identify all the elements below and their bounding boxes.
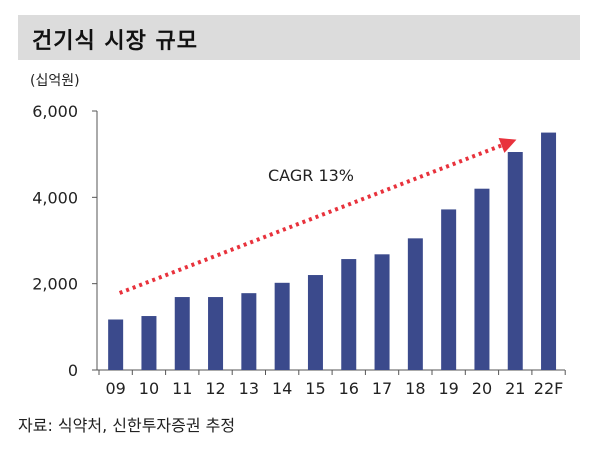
x-tick-label: 11 [172,379,192,398]
bar [208,297,224,370]
bar [274,282,290,370]
chart-title: 건기식 시장 규모 [32,29,198,54]
x-tick-label: 15 [305,379,325,398]
x-tick-label: 17 [372,379,392,398]
bar [407,238,423,370]
x-tick-label: 09 [105,379,125,398]
bar [174,297,190,370]
cagr-arrow-line [118,142,506,295]
cagr-arrow-head [498,137,517,153]
y-tick-label: 2,000 [32,275,78,294]
x-tick-label: 22F [534,379,564,398]
bar [307,275,323,370]
x-tick-label: 12 [205,379,225,398]
bar [441,209,457,370]
x-tick-label: 19 [438,379,458,398]
y-tick-label: 6,000 [32,102,78,121]
bar [141,316,157,370]
x-tick-label: 20 [472,379,492,398]
x-tick-label: 13 [239,379,259,398]
x-tick-label: 16 [339,379,359,398]
y-tick-label: 0 [68,361,78,380]
bar [507,152,523,370]
title-bar: 건기식 시장 규모 [18,15,580,60]
x-tick-label: 18 [405,379,425,398]
source-note: 자료: 식약처, 신한투자증권 추정 [18,416,236,435]
y-unit-label: (십억원) [30,73,80,89]
bar [474,188,490,370]
cagr-annotation: CAGR 13% [268,166,354,185]
bar [374,254,390,370]
y-tick-label: 4,000 [32,188,78,207]
bar [241,293,257,370]
x-tick-label: 10 [139,379,159,398]
x-tick-label: 21 [505,379,525,398]
bar [108,319,124,370]
bar [341,259,357,370]
x-tick-label: 14 [272,379,292,398]
bar [541,132,557,370]
